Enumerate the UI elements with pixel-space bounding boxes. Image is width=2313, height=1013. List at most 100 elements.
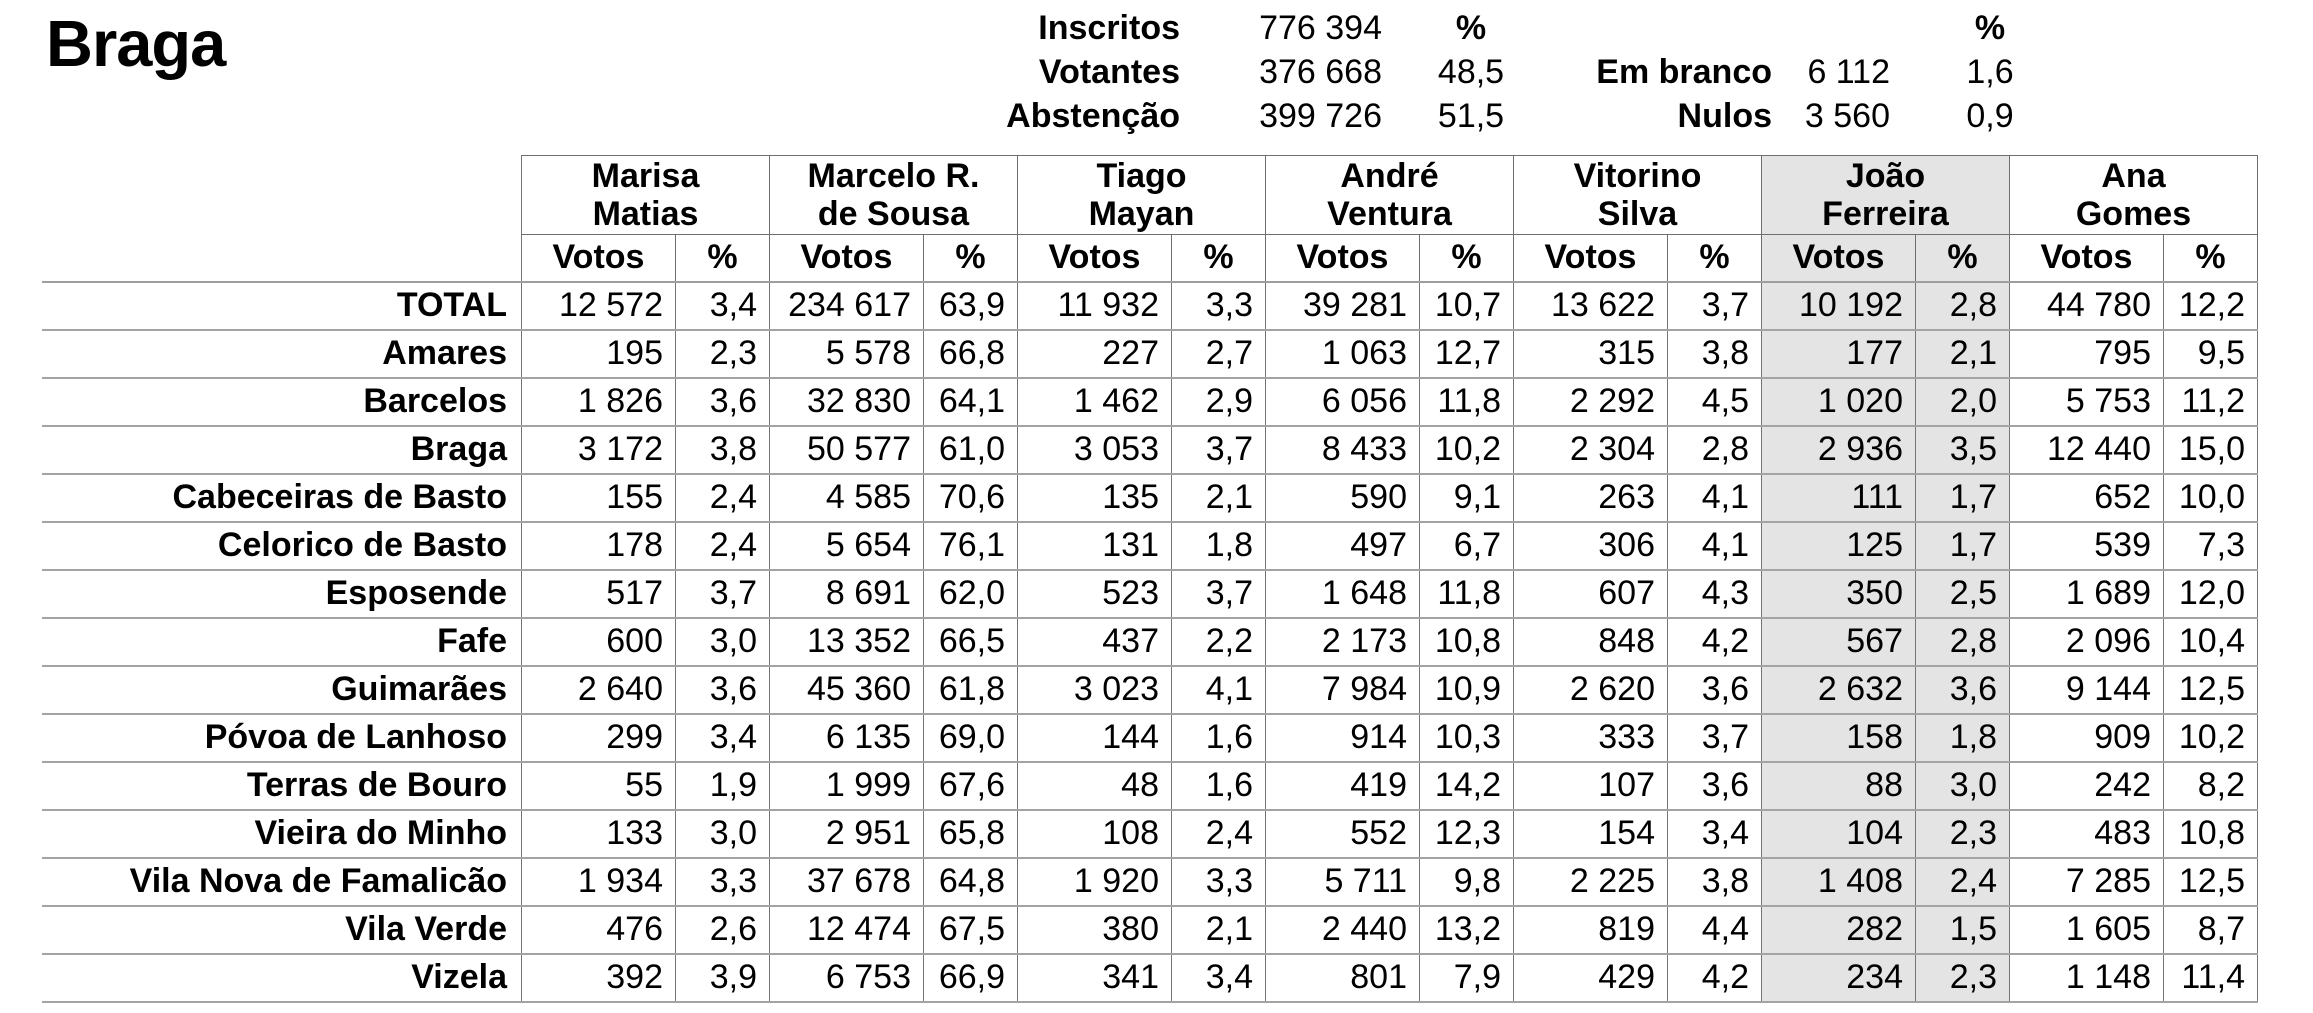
pct-cell: 3,5 (1916, 427, 2010, 473)
votes-cell: 263 (1514, 475, 1668, 521)
pct-cell: 2,4 (676, 475, 770, 521)
votes-cell: 523 (1018, 571, 1172, 617)
votes-cell: 1 605 (2010, 907, 2164, 953)
nulos-label: Nulos (1677, 97, 1772, 135)
votes-cell: 600 (522, 619, 676, 665)
votes-cell: 2 292 (1514, 379, 1668, 425)
pct-cell: 3,6 (1668, 667, 1762, 713)
pct-cell: 12,5 (2164, 859, 2258, 905)
pct-cell: 3,4 (1172, 955, 1266, 1001)
votes-cell: 125 (1762, 523, 1916, 569)
row-label: Terras de Bouro (42, 763, 522, 809)
pct-cell: 10,0 (2164, 475, 2258, 521)
row-label: Cabeceiras de Basto (42, 475, 522, 521)
pct-cell: 4,1 (1668, 523, 1762, 569)
votes-cell: 155 (522, 475, 676, 521)
votes-cell: 539 (2010, 523, 2164, 569)
pct-cell: 4,2 (1668, 619, 1762, 665)
pct-cell: 2,3 (1916, 811, 2010, 857)
table-row: Celorico de Basto 178 2,4 5 654 76,1 131 1,8 49… (42, 523, 2258, 571)
pct-cell: 66,5 (924, 619, 1018, 665)
pct-cell: 4,3 (1668, 571, 1762, 617)
pct-cell: 67,5 (924, 907, 1018, 953)
votes-cell: 111 (1762, 475, 1916, 521)
pct-header-right: % (1974, 9, 2006, 47)
candidate-header-7: Ana Gomes (2010, 155, 2258, 235)
votes-cell: 108 (1018, 811, 1172, 857)
pct-cell: 2,8 (1668, 427, 1762, 473)
pct-cell: 2,5 (1916, 571, 2010, 617)
pct-cell: 10,2 (1420, 427, 1514, 473)
pct-cell: 4,1 (1668, 475, 1762, 521)
pct-cell: 1,6 (1172, 763, 1266, 809)
pct-cell: 9,5 (2164, 331, 2258, 377)
pct-col-header: % (1420, 235, 1514, 281)
votes-cell: 6 135 (770, 715, 924, 761)
table-row: Esposende 517 3,7 8 691 62,0 523 3,7 1 648 11,8 6… (42, 571, 2258, 619)
table-row: Amares 195 2,3 5 578 66,8 227 2,7 1 063 12,7 315 3… (42, 331, 2258, 379)
pct-cell: 10,3 (1420, 715, 1514, 761)
votes-cell: 7 285 (2010, 859, 2164, 905)
candidate-header-3: Tiago Mayan (1018, 155, 1266, 235)
votes-col-header: Votos (1514, 235, 1668, 281)
pct-cell: 70,6 (924, 475, 1018, 521)
pct-cell: 2,8 (1916, 283, 2010, 329)
votes-cell: 517 (522, 571, 676, 617)
votes-cell: 11 932 (1018, 283, 1172, 329)
votes-cell: 1 462 (1018, 379, 1172, 425)
votes-cell: 8 433 (1266, 427, 1420, 473)
table-row: Vila Verde 476 2,6 12 474 67,5 380 2,1 2 440 13,… (42, 907, 2258, 955)
votes-cell: 419 (1266, 763, 1420, 809)
votes-cell: 12 474 (770, 907, 924, 953)
header-spacer (42, 155, 522, 235)
invalid-votes-summary: % Em branco 6 112 1,6 Nulos 3 560 0,9 (1540, 6, 2080, 138)
votantes-value: 376 668 (1259, 53, 1382, 91)
pct-col-header: % (676, 235, 770, 281)
votes-cell: 1 689 (2010, 571, 2164, 617)
pct-cell: 67,6 (924, 763, 1018, 809)
pct-cell: 2,1 (1916, 331, 2010, 377)
pct-cell: 11,2 (2164, 379, 2258, 425)
pct-cell: 3,0 (676, 811, 770, 857)
votes-cell: 1 063 (1266, 331, 1420, 377)
votes-cell: 242 (2010, 763, 2164, 809)
table-row: Póvoa de Lanhoso 299 3,4 6 135 69,0 144 1,6 914… (42, 715, 2258, 763)
pct-cell: 76,1 (924, 523, 1018, 569)
pct-cell: 14,2 (1420, 763, 1514, 809)
votes-cell: 39 281 (1266, 283, 1420, 329)
votes-cell: 195 (522, 331, 676, 377)
votes-cell: 333 (1514, 715, 1668, 761)
row-label: Vieira do Minho (42, 811, 522, 857)
pct-cell: 9,8 (1420, 859, 1514, 905)
row-label: Póvoa de Lanhoso (42, 715, 522, 761)
votes-col-header: Votos (770, 235, 924, 281)
votes-col-header: Votos (1762, 235, 1916, 281)
pct-cell: 3,3 (1172, 859, 1266, 905)
table-row: Vizela 392 3,9 6 753 66,9 341 3,4 801 7,9 429 4,2 2… (42, 955, 2258, 1003)
votes-cell: 429 (1514, 955, 1668, 1001)
votes-cell: 2 225 (1514, 859, 1668, 905)
votes-cell: 2 304 (1514, 427, 1668, 473)
pct-cell: 2,1 (1172, 475, 1266, 521)
votes-cell: 1 408 (1762, 859, 1916, 905)
votes-cell: 282 (1762, 907, 1916, 953)
votes-cell: 848 (1514, 619, 1668, 665)
pct-cell: 2,1 (1172, 907, 1266, 953)
votes-cell: 104 (1762, 811, 1916, 857)
row-label: Guimarães (42, 667, 522, 713)
pct-cell: 64,1 (924, 379, 1018, 425)
votes-cell: 5 578 (770, 331, 924, 377)
pct-cell: 63,9 (924, 283, 1018, 329)
pct-cell: 10,8 (1420, 619, 1514, 665)
votes-cell: 2 936 (1762, 427, 1916, 473)
row-label: Braga (42, 427, 522, 473)
pct-cell: 3,7 (1172, 571, 1266, 617)
votes-cell: 909 (2010, 715, 2164, 761)
pct-cell: 3,7 (1668, 715, 1762, 761)
pct-cell: 2,0 (1916, 379, 2010, 425)
votes-cell: 144 (1018, 715, 1172, 761)
votes-cell: 227 (1018, 331, 1172, 377)
votes-cell: 5 654 (770, 523, 924, 569)
votes-col-header: Votos (1018, 235, 1172, 281)
votes-cell: 341 (1018, 955, 1172, 1001)
